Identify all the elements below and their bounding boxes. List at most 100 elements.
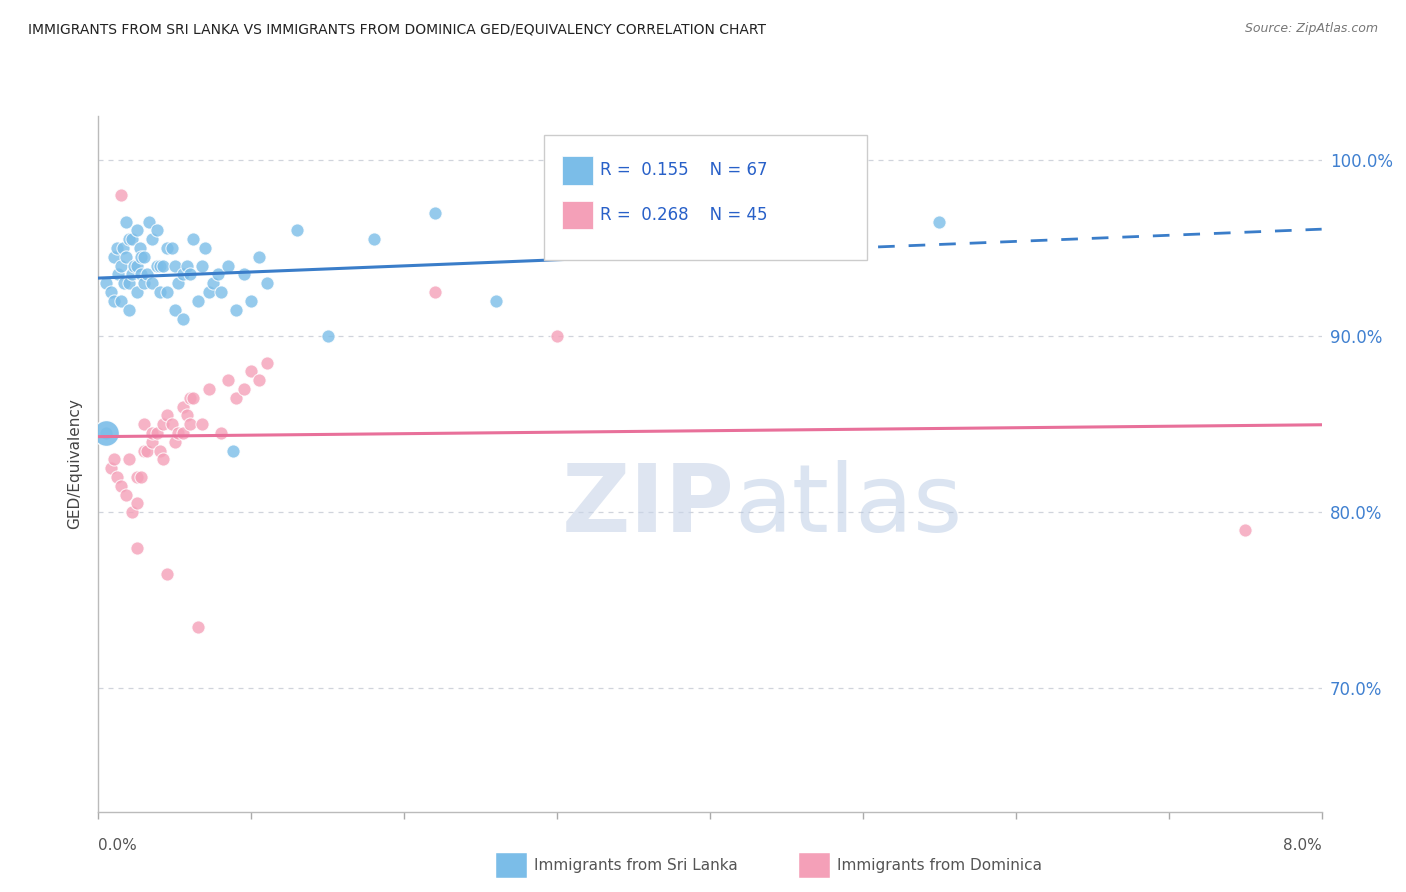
- Point: [94, 425, 117, 440]
- Point: [141, 232, 163, 246]
- Point: [136, 443, 159, 458]
- Point: [136, 268, 159, 282]
- Point: [197, 382, 219, 396]
- Point: [110, 188, 132, 202]
- Point: [141, 434, 163, 449]
- Point: [149, 443, 172, 458]
- Point: [103, 293, 125, 308]
- Text: Immigrants from Dominica: Immigrants from Dominica: [837, 858, 1042, 872]
- Point: [485, 293, 508, 308]
- Point: [176, 409, 198, 423]
- Point: [256, 277, 278, 291]
- Point: [115, 214, 138, 228]
- Point: [207, 268, 229, 282]
- Point: [209, 425, 232, 440]
- Point: [232, 382, 254, 396]
- Point: [110, 259, 132, 273]
- Point: [202, 277, 225, 291]
- Text: R =  0.268    N = 45: R = 0.268 N = 45: [600, 206, 768, 224]
- Point: [145, 259, 167, 273]
- Point: [122, 259, 145, 273]
- Point: [191, 417, 214, 432]
- Point: [179, 417, 201, 432]
- Point: [118, 452, 141, 467]
- Point: [194, 241, 217, 255]
- Point: [107, 268, 129, 282]
- Point: [240, 293, 263, 308]
- Point: [156, 409, 179, 423]
- Point: [115, 250, 138, 264]
- Point: [176, 259, 198, 273]
- Text: Source: ZipAtlas.com: Source: ZipAtlas.com: [1244, 22, 1378, 36]
- Text: IMMIGRANTS FROM SRI LANKA VS IMMIGRANTS FROM DOMINICA GED/EQUIVALENCY CORRELATIO: IMMIGRANTS FROM SRI LANKA VS IMMIGRANTS …: [28, 22, 766, 37]
- Point: [187, 620, 209, 634]
- Point: [112, 277, 135, 291]
- Point: [149, 285, 172, 299]
- Point: [167, 425, 190, 440]
- Point: [197, 285, 219, 299]
- Point: [191, 259, 214, 273]
- Point: [145, 223, 167, 237]
- Point: [179, 391, 201, 405]
- Point: [110, 293, 132, 308]
- Text: atlas: atlas: [734, 459, 963, 551]
- Point: [163, 302, 186, 317]
- Point: [928, 214, 950, 228]
- Point: [141, 425, 163, 440]
- Point: [160, 241, 183, 255]
- Point: [125, 541, 148, 555]
- Text: Immigrants from Sri Lanka: Immigrants from Sri Lanka: [534, 858, 738, 872]
- Point: [546, 329, 568, 343]
- Point: [160, 417, 183, 432]
- Point: [209, 285, 232, 299]
- Point: [94, 425, 117, 440]
- Point: [138, 214, 160, 228]
- Point: [129, 268, 152, 282]
- Point: [125, 259, 148, 273]
- Point: [152, 452, 174, 467]
- Point: [181, 391, 204, 405]
- Point: [247, 373, 270, 387]
- Y-axis label: GED/Equivalency: GED/Equivalency: [67, 399, 83, 529]
- Point: [285, 223, 308, 237]
- Point: [103, 250, 125, 264]
- Text: 0.0%: 0.0%: [98, 838, 138, 853]
- Text: ZIP: ZIP: [561, 459, 734, 551]
- Point: [100, 285, 122, 299]
- Point: [232, 268, 254, 282]
- Point: [1234, 523, 1257, 537]
- Point: [103, 452, 125, 467]
- Point: [225, 302, 247, 317]
- Point: [163, 434, 186, 449]
- Point: [121, 268, 143, 282]
- Point: [128, 241, 150, 255]
- Point: [156, 241, 179, 255]
- Point: [363, 232, 385, 246]
- Point: [167, 277, 190, 291]
- Point: [118, 232, 141, 246]
- Point: [129, 250, 152, 264]
- Point: [118, 302, 141, 317]
- Point: [134, 277, 156, 291]
- Point: [129, 470, 152, 484]
- Text: R =  0.155    N = 67: R = 0.155 N = 67: [600, 161, 768, 179]
- Point: [134, 443, 156, 458]
- Point: [118, 277, 141, 291]
- Point: [105, 470, 128, 484]
- Point: [121, 505, 143, 519]
- Point: [179, 268, 201, 282]
- Point: [149, 259, 172, 273]
- Point: [217, 259, 239, 273]
- Point: [125, 223, 148, 237]
- Point: [94, 277, 117, 291]
- Point: [152, 417, 174, 432]
- Point: [172, 268, 194, 282]
- Text: 8.0%: 8.0%: [1282, 838, 1322, 853]
- Point: [225, 391, 247, 405]
- Point: [111, 241, 134, 255]
- Point: [100, 461, 122, 475]
- Point: [125, 285, 148, 299]
- Point: [141, 277, 163, 291]
- Point: [222, 443, 245, 458]
- Point: [181, 232, 204, 246]
